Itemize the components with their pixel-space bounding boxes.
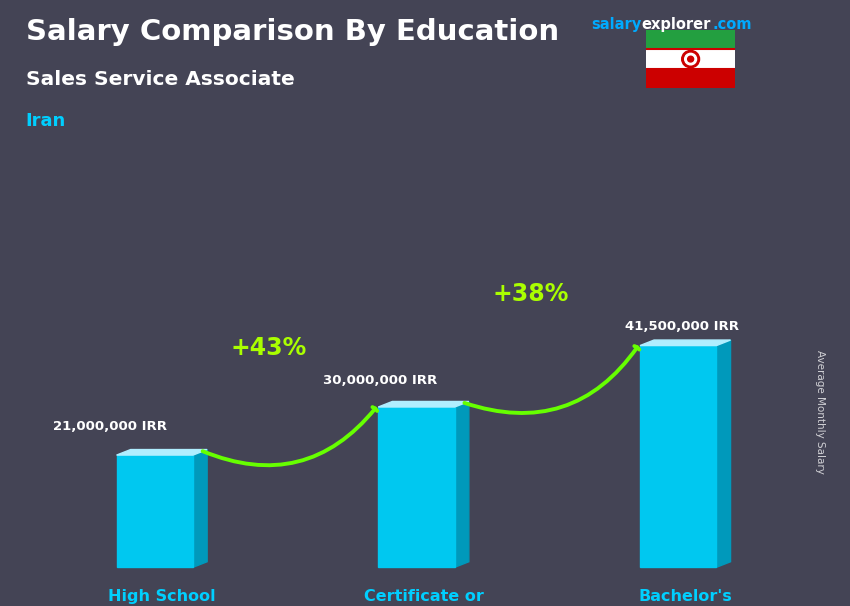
Polygon shape <box>378 401 469 407</box>
Bar <box>646 68 735 88</box>
Text: 41,500,000 IRR: 41,500,000 IRR <box>626 321 740 333</box>
Text: explorer: explorer <box>642 17 711 32</box>
Text: Bachelor's
Degree: Bachelor's Degree <box>638 590 732 606</box>
Text: .com: .com <box>712 17 751 32</box>
Text: Certificate or
Diploma: Certificate or Diploma <box>364 590 484 606</box>
Text: +38%: +38% <box>492 282 569 305</box>
Text: Average Monthly Salary: Average Monthly Salary <box>815 350 825 474</box>
Text: High School: High School <box>108 590 216 604</box>
Bar <box>646 30 735 50</box>
Polygon shape <box>640 340 730 345</box>
Text: Sales Service Associate: Sales Service Associate <box>26 70 294 88</box>
Text: Salary Comparison By Education: Salary Comparison By Education <box>26 18 558 46</box>
Text: +43%: +43% <box>231 336 307 361</box>
Polygon shape <box>193 450 207 567</box>
Polygon shape <box>116 450 207 455</box>
Circle shape <box>688 56 694 62</box>
Bar <box>646 50 735 68</box>
Circle shape <box>682 50 700 68</box>
Circle shape <box>684 53 697 65</box>
Polygon shape <box>717 340 730 567</box>
Text: 21,000,000 IRR: 21,000,000 IRR <box>54 420 167 433</box>
Text: Iran: Iran <box>26 112 65 130</box>
Bar <box>378 407 455 567</box>
Text: salary: salary <box>591 17 641 32</box>
Bar <box>640 345 717 567</box>
Bar <box>116 455 193 567</box>
Text: 30,000,000 IRR: 30,000,000 IRR <box>323 374 438 387</box>
Polygon shape <box>455 401 469 567</box>
